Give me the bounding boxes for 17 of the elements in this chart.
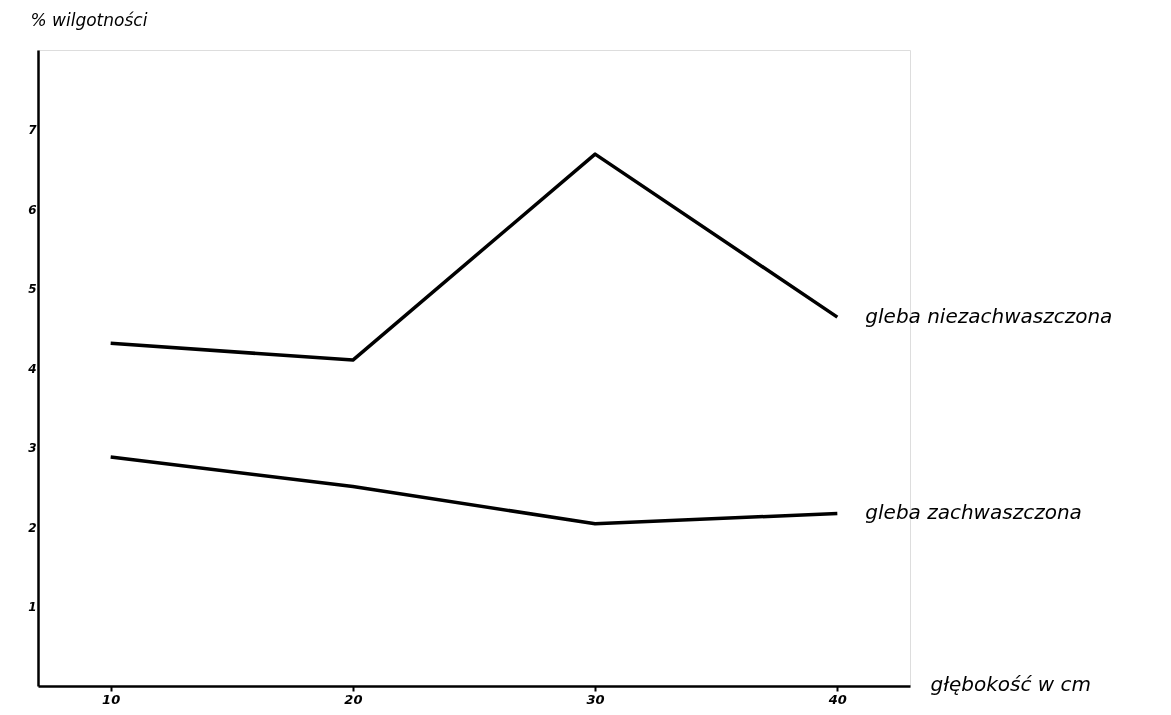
y-tick-label: 2 <box>28 520 37 535</box>
y-tick-label: 4 <box>27 361 37 376</box>
x-tick-label: 20 <box>344 691 363 707</box>
line-series <box>108 152 840 362</box>
y-tick-label: 7 <box>28 123 38 137</box>
x-tick-label: 10 <box>102 691 121 707</box>
x-axis-title: głębokość w cm <box>930 671 1091 696</box>
series-label: gleba zachwaszczona <box>865 500 1082 525</box>
series-label: gleba niezachwaszczona <box>865 304 1113 329</box>
line-series <box>108 455 840 526</box>
y-tick-label: 5 <box>28 282 37 296</box>
y-tick-label: 6 <box>28 202 37 217</box>
y-tick-label: 1 <box>28 600 37 614</box>
y-tick-label: 3 <box>28 441 37 455</box>
x-tick-label: 30 <box>586 691 605 707</box>
y-axis-title: % wilgotności <box>30 9 148 30</box>
x-tick-label: 40 <box>827 691 847 707</box>
